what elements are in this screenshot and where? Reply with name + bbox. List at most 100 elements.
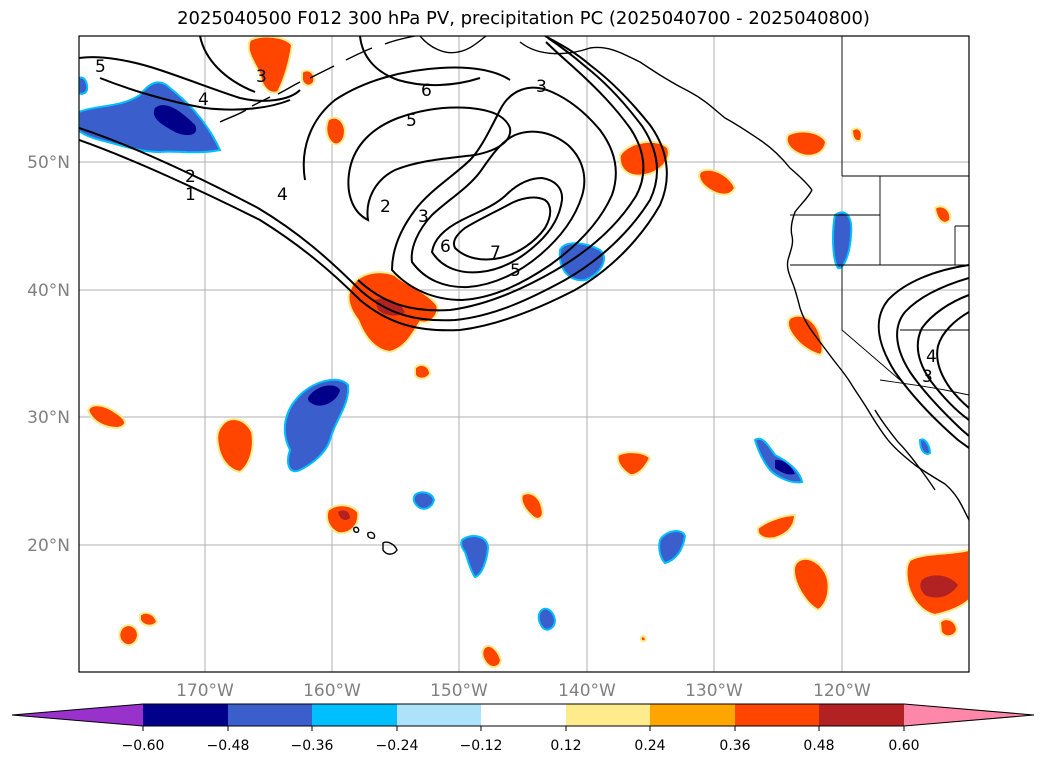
colorbar-tick-label: 0.24 [634, 738, 665, 754]
pv-contour-6 [430, 176, 564, 274]
lon-label-170w: 170°W [176, 681, 234, 701]
precip-blob-pos-158w-56n [301, 69, 316, 87]
colorbar-segment [397, 704, 481, 726]
pv-contours [79, 36, 969, 449]
lon-label-160w: 160°W [303, 681, 361, 701]
lon-label-120w: 120°W [813, 681, 871, 701]
colorbar-extend-high [904, 704, 1034, 726]
pv-contour-labels: 5 3 4 6 3 5 2 1 4 2 3 6 7 5 4 3 [95, 57, 937, 387]
pv-contour-5-north [302, 66, 511, 181]
colorbar-tick-label: −0.24 [376, 738, 419, 754]
colorbar-tick-label: −0.12 [460, 738, 503, 754]
lat-label-40n: 40°N [27, 281, 70, 301]
map-title: 2025040500 F012 300 hPa PV, precipitatio… [177, 8, 870, 29]
pv-label: 4 [198, 90, 209, 110]
precip-blob-pos-157w-53n [325, 116, 347, 146]
colorbar-segment [650, 704, 735, 726]
precip-blob-pos-147w-12n [481, 644, 503, 669]
precip-negative-regions [79, 76, 932, 631]
pv-contour-east-3 [916, 294, 969, 421]
colorbar-ticks [142, 726, 905, 731]
precip-blob-pos-178w-30n [86, 404, 126, 430]
precip-blob-pos-126w-20n [756, 513, 797, 540]
pv-label: 5 [510, 261, 521, 281]
colorbar-segment [312, 704, 397, 726]
pv-label: 6 [421, 81, 432, 101]
colorbar-tick-label: 0.60 [888, 738, 919, 754]
precip-blob-pos-idaho [933, 205, 952, 224]
precip-blob-pos-tiny [639, 635, 647, 643]
precip-blob-neg-162w-30n [283, 378, 350, 473]
precip-blob-pos-115w-12n [938, 618, 959, 638]
mexico-border [879, 379, 969, 396]
pv-label: 3 [418, 207, 429, 227]
alaska-coast [419, 36, 813, 191]
colorbar-tick-label: 0.48 [803, 738, 834, 754]
pv-label: 3 [922, 367, 933, 387]
lat-label-30n: 30°N [27, 408, 70, 428]
colorbar-tick-label: −0.48 [207, 738, 250, 754]
precip-blob-pos-160w-core [338, 510, 350, 520]
colorbar-tick-label: 0.36 [719, 738, 750, 754]
precip-blob-neg-far-west [79, 76, 89, 95]
precip-blob-neg-134w [658, 530, 687, 565]
lat-label-20n: 20°N [27, 536, 70, 556]
pv-label: 1 [185, 185, 196, 205]
precip-blob-pos-165w-58n [247, 36, 294, 94]
pv-contour-4 [390, 86, 617, 302]
lon-label-150w: 150°W [430, 681, 488, 701]
pv-label: 3 [256, 67, 267, 87]
pv-label: 3 [536, 77, 547, 97]
colorbar-extend-low [12, 704, 143, 726]
precip-blob-pos-175w-14n [118, 624, 140, 647]
bc-coast [786, 189, 969, 521]
pv-contour-7 [453, 196, 552, 261]
pv-contour-2-loop [347, 106, 512, 222]
pv-contour-2 [79, 37, 658, 322]
precip-blob-neg-143w-15n [537, 607, 557, 631]
precip-blob-neg-162w-core [307, 385, 340, 406]
precip-blob-pos-bc-small [850, 127, 863, 143]
precip-blob-pos-mexico-core [920, 575, 958, 598]
map-frame [78, 35, 970, 673]
pv-label: 6 [440, 237, 451, 257]
colorbar-segment [481, 704, 566, 726]
us-state-borders [790, 176, 969, 381]
baja-coast [874, 409, 936, 491]
precip-blob-pos-173w-15n [139, 611, 159, 627]
pv-contour-1 [79, 36, 668, 332]
pv-label: 5 [95, 57, 106, 77]
hawaii-islands [353, 526, 398, 555]
pv-contour-east-4 [936, 311, 969, 409]
colorbar-segment [566, 704, 650, 726]
pv-label: 7 [490, 243, 501, 263]
precip-blob-pos-153w-35n [414, 363, 432, 380]
pv-label: 5 [406, 111, 417, 131]
colorbar: −0.60 −0.48 −0.36 −0.24 −0.12 0.12 0.24 … [11, 703, 1035, 754]
pv-contour-3-northwest [199, 36, 256, 93]
pv-label: 4 [926, 347, 937, 367]
precip-blob-pos-137w-27n [616, 451, 652, 477]
precip-blob-pos-bc [785, 130, 828, 157]
colorbar-segment [819, 704, 904, 726]
colorbar-segment [143, 704, 228, 726]
pv-contour-5 [410, 130, 586, 289]
precip-blob-neg-124w-core [775, 459, 795, 475]
precip-blob-neg-152w [412, 491, 436, 510]
precip-blob-neg-gulf-core [153, 105, 197, 136]
pv-contour-6-north [359, 36, 481, 87]
lat-label-50n: 50°N [27, 153, 70, 173]
lon-label-140w: 140°W [558, 681, 616, 701]
precip-blob-pos-129w-48n [698, 168, 737, 196]
pv-contour-3 [357, 41, 645, 312]
precip-blob-pos-155w-core [375, 298, 405, 316]
longitude-labels: 170°W 160°W 150°W 140°W 130°W 120°W [176, 681, 871, 701]
colorbar-tick-label: 0.12 [550, 738, 581, 754]
pv-label: 2 [380, 197, 391, 217]
colorbar-tick-label: −0.60 [122, 738, 165, 754]
colorbar-segment [735, 704, 819, 726]
pv-label: 2 [185, 167, 196, 187]
lon-label-130w: 130°W [685, 681, 743, 701]
latitude-labels: 50°N 40°N 30°N 20°N [27, 153, 70, 556]
